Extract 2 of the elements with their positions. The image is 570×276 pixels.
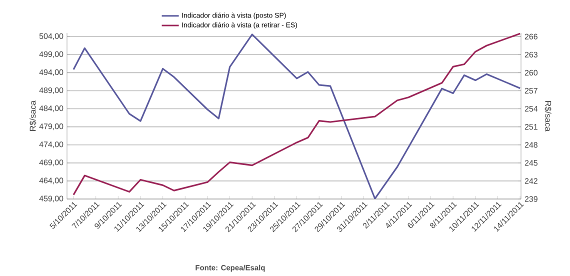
y-axis-title: R$/saca <box>29 100 36 131</box>
y2-axis-title: R$/saca <box>544 101 552 132</box>
